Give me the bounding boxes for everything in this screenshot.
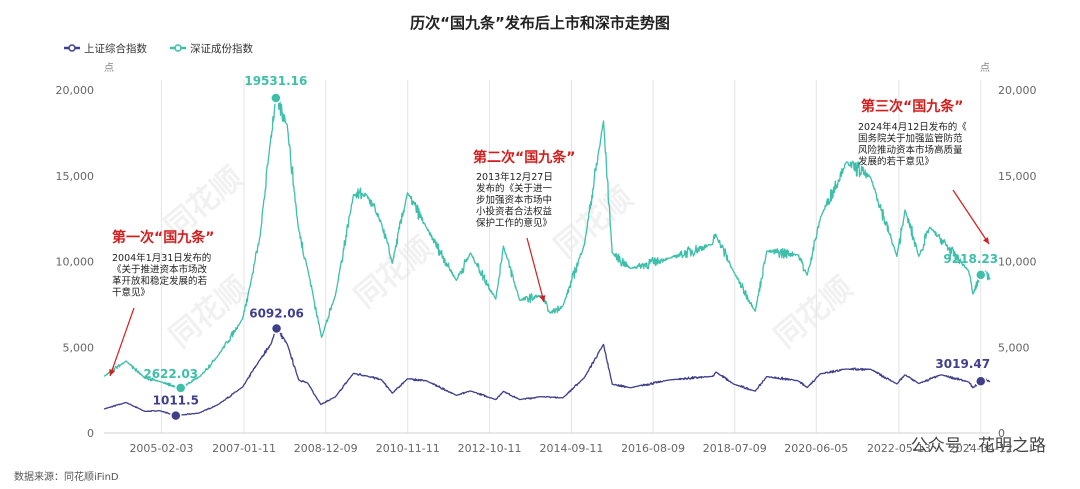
annotation-text-line: 2004年1月31日发布的 — [112, 252, 211, 264]
left-axis: 0 5,000 10,000 15,000 20,000 — [56, 84, 95, 440]
annotation-2: 第二次“国九条” 2013年12月27日发布的《关于进一步加强资本市场中小投资者合… — [473, 149, 575, 303]
peak-label: 1011.5 — [153, 394, 199, 408]
peak-labels: 19531.16 2622.03 9218.23 6092.06 1011.5 3019.… — [143, 74, 998, 422]
peak-label: 19531.16 — [244, 74, 307, 88]
annotation-arrow-line — [526, 237, 545, 303]
x-tick-label: 2007-01-11 — [212, 442, 276, 455]
annotation-3: 第三次“国九条” 2024年4月12日发布的《国务院关于加强监管防范风险推动资本市… — [858, 98, 990, 245]
annotation-text-line: 步加强资本市场中 — [476, 194, 552, 206]
left-y-tick-label: 10,000 — [56, 256, 95, 269]
legend-marker-sh — [68, 44, 76, 52]
x-axis: 2005-02-03 2007-01-11 2008-12-09 2010-11-11… — [129, 442, 1012, 455]
series-layer — [103, 97, 991, 417]
annotation-heading: 第二次“国九条” — [473, 149, 575, 166]
peak-label: 6092.06 — [249, 307, 304, 321]
series-line-sh — [103, 327, 991, 417]
peak-marker — [270, 92, 282, 104]
annotation-arrow-line — [109, 307, 135, 377]
right-y-tick-label: 0 — [998, 427, 1005, 440]
peak-marker — [975, 375, 987, 387]
watermark-text: 同花顺 — [548, 180, 639, 265]
credit-watermark: 公众号 · 花明之路 — [911, 436, 1046, 456]
peak-marker — [975, 269, 987, 281]
annotations: 第一次“国九条” 2004年1月31日发布的《关于推进资本市场改革开放和稳定发展的… — [109, 98, 990, 377]
annotation-arrow-line — [952, 189, 990, 245]
left-y-tick-label: 15,000 — [56, 170, 95, 183]
x-tick-label: 2010-11-11 — [376, 442, 440, 455]
left-y-tick-label: 0 — [87, 427, 94, 440]
x-tick-label: 2012-10-11 — [458, 442, 522, 455]
right-y-tick-label: 10,000 — [998, 256, 1037, 269]
right-y-tick-label: 20,000 — [998, 84, 1037, 97]
chart-title: 历次“国九条”发布后上市和深市走势图 — [410, 14, 670, 32]
right-y-tick-label: 15,000 — [998, 170, 1037, 183]
annotation-text-line: 干意见》 — [112, 287, 150, 299]
x-tick-label: 2016-08-09 — [621, 442, 685, 455]
annotation-text-line: 风险推动资本市场高质量 — [858, 144, 963, 156]
annotation-text-line: 小投资者合法权益 — [476, 206, 553, 218]
annotation-1: 第一次“国九条” 2004年1月31日发布的《关于推进资本市场改革开放和稳定发展的… — [109, 229, 214, 377]
peak-marker — [170, 409, 182, 422]
legend-item-sh[interactable]: 上证综合指数 — [64, 42, 147, 55]
annotation-heading: 第三次“国九条” — [861, 98, 963, 115]
watermark-text: 同花顺 — [348, 230, 439, 315]
peak-label: 9218.23 — [943, 252, 998, 266]
peak-marker — [270, 322, 283, 335]
x-tick-label: 2020-06-05 — [784, 442, 848, 455]
x-tick-label: 2024-04-12 — [949, 442, 1013, 455]
annotation-text-line: 发布的《关于进一 — [476, 183, 553, 195]
annotation-heading: 第一次“国九条” — [112, 229, 214, 246]
x-tick-label: 2008-12-09 — [294, 442, 358, 455]
annotation-text-line: 发展的若干意见》 — [858, 156, 934, 168]
annotation-text-line: 《关于推进资本市场改 — [112, 264, 208, 276]
source-note: 数据来源：同花顺iFinD — [14, 470, 119, 483]
right-y-tick-label: 5,000 — [998, 341, 1030, 354]
annotation-arrowhead — [983, 237, 989, 244]
annotation-text-line: 革开放和稳定发展的若 — [112, 275, 207, 287]
annotation-text-line: 保护工作的意见》 — [476, 217, 552, 229]
legend-marker-sz — [174, 44, 182, 52]
annotation-arrowhead — [109, 369, 115, 376]
legend: 上证综合指数 深证成份指数 — [64, 42, 253, 55]
x-tick-label: 2018-07-09 — [703, 442, 767, 455]
left-axis-unit: 点 — [104, 62, 114, 74]
annotation-text-line: 2013年12月27日 — [476, 171, 553, 183]
peak-label: 3019.47 — [935, 357, 990, 371]
x-tick-label: 2005-02-03 — [129, 442, 193, 455]
peak-label: 2622.03 — [143, 367, 198, 381]
annotation-text-line: 2024年4月12日发布的《 — [858, 121, 967, 133]
x-tick-label: 2014-09-11 — [539, 442, 603, 455]
grid — [104, 80, 990, 434]
annotation-text-line: 国务院关于加强监管防范 — [858, 133, 963, 145]
left-y-tick-label: 5,000 — [63, 341, 95, 354]
watermark-text: 同花顺 — [768, 270, 859, 355]
right-axis-unit: 点 — [980, 62, 990, 74]
x-tick-label: 2022-05-13 — [867, 442, 931, 455]
legend-item-sz[interactable]: 深证成份指数 — [170, 42, 253, 55]
legend-label-sz: 深证成份指数 — [190, 42, 253, 55]
peak-marker — [174, 382, 187, 394]
series-line-sz — [103, 97, 991, 389]
right-axis: 0 5,000 10,000 15,000 20,000 — [998, 84, 1037, 440]
left-y-tick-label: 20,000 — [56, 84, 95, 97]
legend-label-sh: 上证综合指数 — [84, 42, 147, 55]
annotation-arrowhead — [539, 295, 546, 302]
